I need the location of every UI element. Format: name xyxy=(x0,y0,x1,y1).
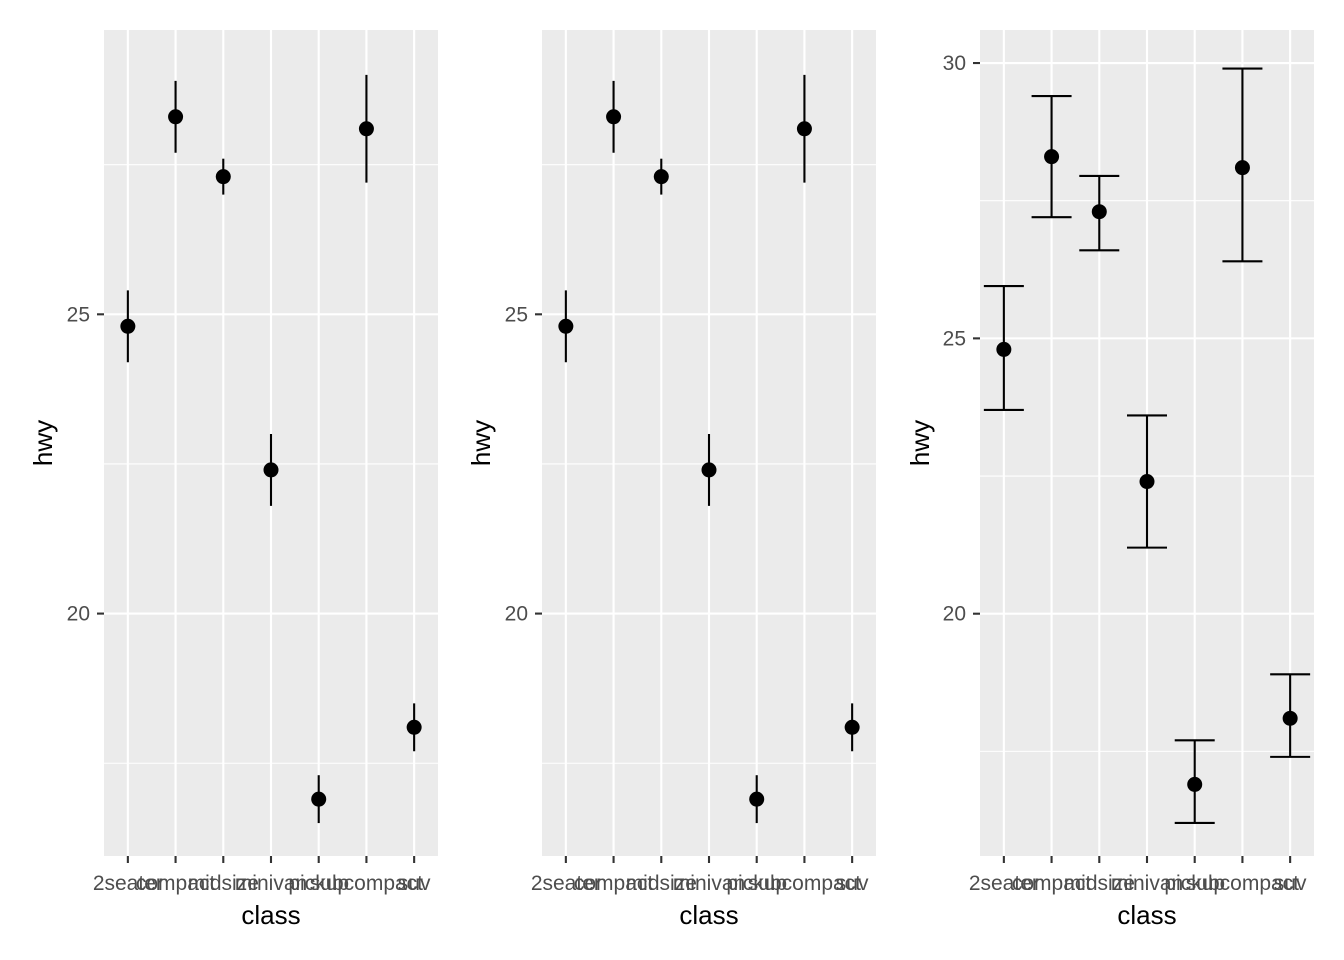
panel-3-data-marks xyxy=(983,67,1311,825)
x-tick-label: minivan xyxy=(235,872,307,895)
panel-2-data-marks xyxy=(558,74,860,824)
y-tick-label: 20 xyxy=(67,603,90,626)
panel-2: 20252seatercompactmidsizeminivanpickupsu… xyxy=(466,30,876,930)
x-tick-label: pickup xyxy=(1164,872,1225,895)
x-tick-label: compact xyxy=(1012,872,1092,895)
x-tick-label: 2seater xyxy=(969,872,1039,895)
panel-2-y-axis-title: hwy xyxy=(466,420,496,466)
x-tick-label: suv xyxy=(1274,872,1307,895)
data-point xyxy=(701,462,717,478)
data-point xyxy=(796,121,812,137)
y-tick-label: 25 xyxy=(505,303,528,326)
x-tick-label: compact xyxy=(574,872,654,895)
x-tick-label: midsize xyxy=(188,872,259,895)
panel-1-y-axis-title: hwy xyxy=(28,420,58,466)
x-tick-label: minivan xyxy=(673,872,745,895)
panel-1-x-axis-title: class xyxy=(241,900,300,930)
y-tick-label: 30 xyxy=(943,52,966,75)
panel-2-tick-labels: 20252seatercompactmidsizeminivanpickupsu… xyxy=(505,303,869,895)
data-point xyxy=(120,318,136,334)
data-point xyxy=(168,109,184,125)
x-tick-label: suv xyxy=(836,872,869,895)
data-point xyxy=(1091,204,1107,220)
x-tick-label: compact xyxy=(136,872,216,895)
x-tick-label: pickup xyxy=(726,872,787,895)
panel-3-axis-ticks xyxy=(973,61,1292,863)
data-point xyxy=(844,719,860,735)
x-tick-label: 2seater xyxy=(93,872,163,895)
panel-1: 20252seatercompactmidsizeminivanpickupsu… xyxy=(28,30,438,930)
data-point xyxy=(1234,160,1250,176)
panel-2-axis-ticks xyxy=(535,313,854,863)
x-tick-label: midsize xyxy=(1064,872,1135,895)
data-point xyxy=(406,719,422,735)
x-tick-label: subcompact xyxy=(1186,872,1299,895)
x-tick-label: subcompact xyxy=(310,872,423,895)
x-tick-label: midsize xyxy=(626,872,697,895)
data-point xyxy=(1282,710,1298,726)
data-point xyxy=(1044,149,1060,165)
data-point xyxy=(215,169,231,185)
panel-3-x-axis-title: class xyxy=(1117,900,1176,930)
data-point xyxy=(558,318,574,334)
x-tick-label: subcompact xyxy=(748,872,861,895)
panel-3-y-axis-title: hwy xyxy=(905,420,935,466)
panel-1-axis-ticks xyxy=(97,313,416,863)
data-point xyxy=(749,791,765,807)
y-tick-label: 25 xyxy=(943,327,966,350)
panel-3: 20 25 30 2seatercompactmidsizeminivanpickup… xyxy=(905,30,1314,930)
data-point xyxy=(311,791,327,807)
y-tick-label: 20 xyxy=(505,603,528,626)
y-tick-label: 25 xyxy=(67,303,90,326)
panel-3-tick-labels: 20 25 30 2seatercompactmidsizeminivanpickup… xyxy=(943,52,1307,895)
data-point xyxy=(1139,474,1155,490)
panel-1-data-marks xyxy=(120,74,422,824)
x-tick-label: pickup xyxy=(288,872,349,895)
data-point xyxy=(996,341,1012,357)
x-tick-label: minivan xyxy=(1111,872,1183,895)
x-tick-label: 2seater xyxy=(531,872,601,895)
y-tick-label: 20 xyxy=(943,603,966,626)
x-tick-label: suv xyxy=(398,872,431,895)
data-point xyxy=(1187,776,1203,792)
panel-2-x-axis-title: class xyxy=(679,900,738,930)
data-point xyxy=(358,121,374,137)
data-point xyxy=(653,169,669,185)
panel-1-tick-labels: 20252seatercompactmidsizeminivanpickupsu… xyxy=(67,303,431,895)
data-point xyxy=(606,109,622,125)
data-point xyxy=(263,462,279,478)
